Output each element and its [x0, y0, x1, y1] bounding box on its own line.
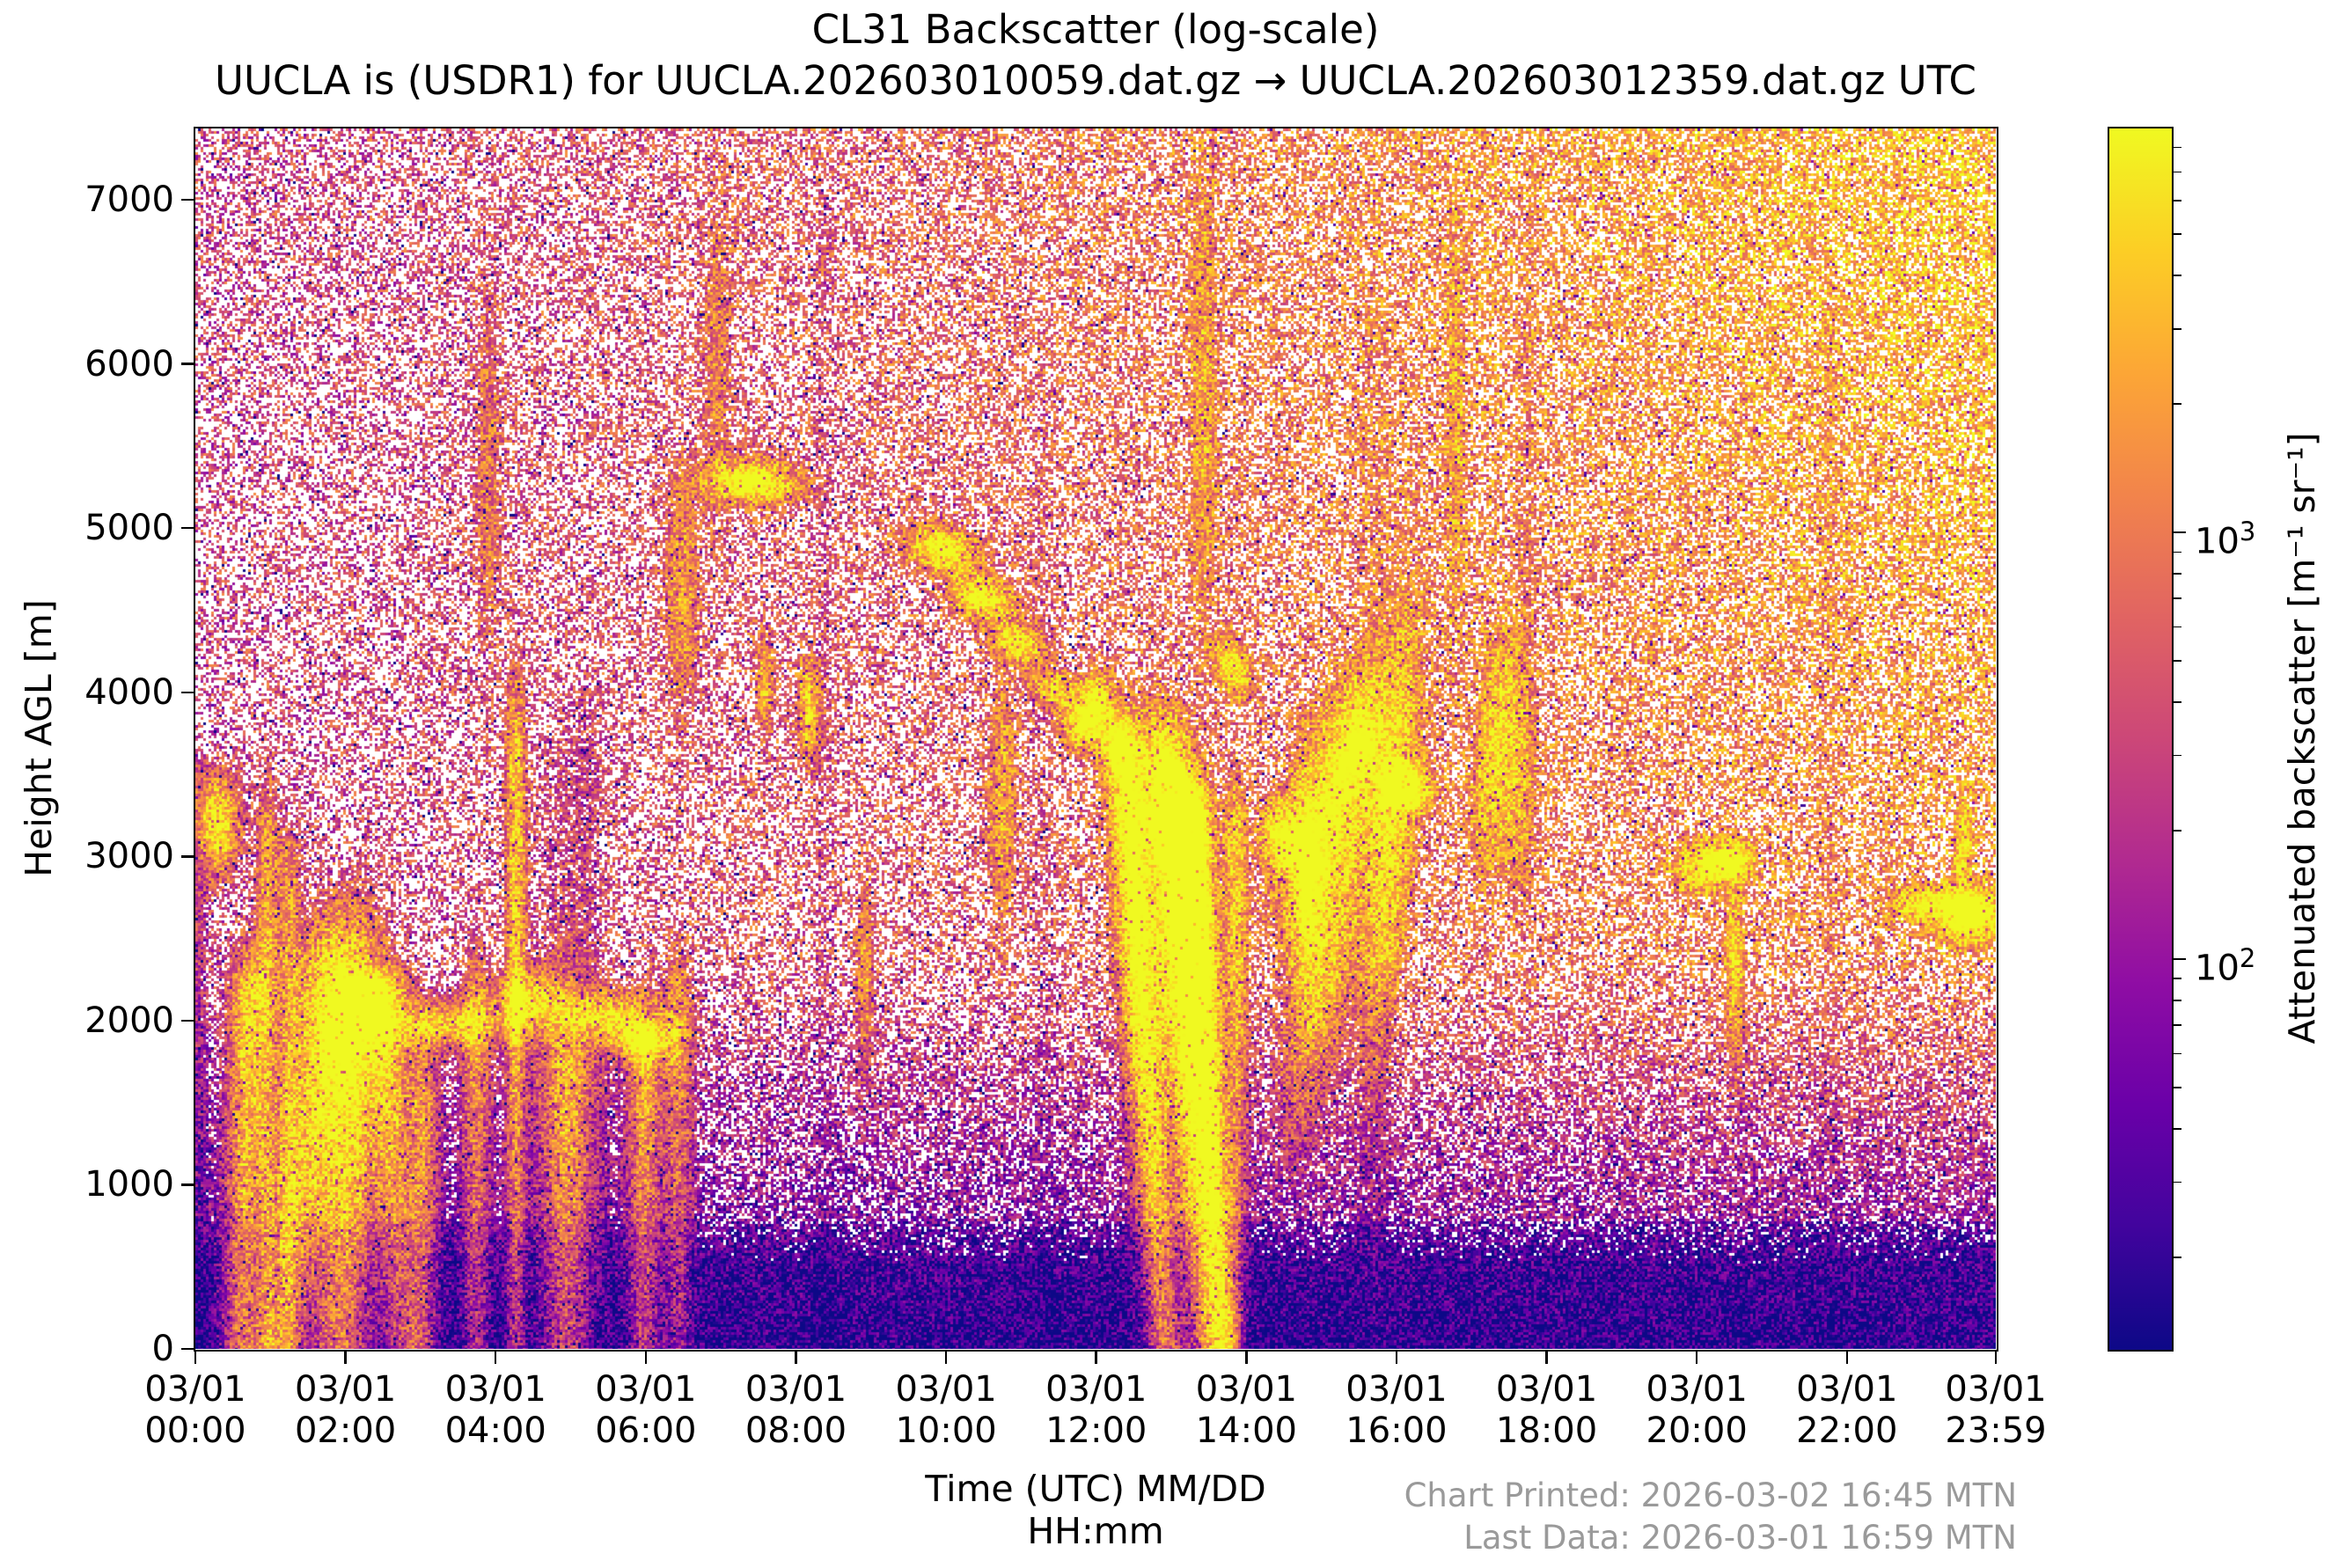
y-tick-mark: [180, 526, 194, 530]
chart-title: CL31 Backscatter (log-scale): [811, 6, 1380, 53]
x-tick-label: 03/01 20:00: [1646, 1369, 1748, 1451]
plot-area: [193, 126, 1998, 1352]
y-tick-label: 4000: [84, 671, 174, 713]
colorbar-minor-tick-mark: [2173, 1024, 2181, 1026]
colorbar-minor-tick-mark: [2173, 1257, 2181, 1258]
y-tick-label: 1000: [84, 1164, 174, 1205]
x-tick-mark: [494, 1351, 497, 1364]
colorbar-label: Attenuated backscatter [m⁻¹ sr⁻¹]: [2281, 432, 2323, 1044]
chart-subtitle: UUCLA is (USDR1) for UUCLA.202603010059.…: [215, 57, 1976, 104]
x-axis-label-line1: Time (UTC) MM/DD: [925, 1468, 1266, 1510]
colorbar-minor-tick-mark: [2173, 1052, 2181, 1055]
colorbar: [2107, 126, 2174, 1352]
colorbar-tick-label: 103: [2195, 517, 2256, 562]
x-tick-mark: [1245, 1351, 1248, 1364]
colorbar-minor-tick-mark: [2173, 597, 2181, 599]
y-tick-label: 7000: [84, 180, 174, 221]
y-tick-label: 3000: [84, 836, 174, 877]
y-tick-label: 5000: [84, 508, 174, 549]
x-tick-mark: [344, 1351, 347, 1364]
colorbar-minor-tick-mark: [2173, 754, 2181, 757]
colorbar-minor-tick-mark: [2173, 200, 2181, 201]
colorbar-minor-tick-mark: [2173, 1087, 2181, 1088]
x-tick-mark: [194, 1351, 197, 1364]
x-tick-mark: [644, 1351, 648, 1364]
y-tick-label: 0: [151, 1329, 174, 1369]
colorbar-minor-tick-mark: [2173, 978, 2181, 979]
y-tick-mark: [180, 363, 194, 365]
y-tick-label: 2000: [84, 1000, 174, 1041]
x-tick-mark: [944, 1351, 948, 1364]
colorbar-minor-tick-mark: [2173, 660, 2181, 662]
colorbar-minor-tick-mark: [2173, 551, 2181, 553]
colorbar-gradient: [2108, 128, 2172, 1350]
footer-printed-timestamp: Chart Printed: 2026-03-02 16:45 MTN: [1404, 1476, 2017, 1514]
colorbar-minor-tick-mark: [2173, 1000, 2181, 1001]
backscatter-heatmap-canvas: [194, 128, 1996, 1349]
x-tick-mark: [1395, 1351, 1398, 1364]
colorbar-minor-tick-mark: [2173, 146, 2181, 148]
x-tick-label: 03/01 12:00: [1045, 1369, 1148, 1451]
colorbar-minor-tick-mark: [2173, 403, 2181, 405]
colorbar-major-tick-mark: [2173, 957, 2186, 961]
y-tick-label: 6000: [84, 343, 174, 385]
colorbar-minor-tick-mark: [2173, 1181, 2181, 1183]
x-tick-label: 03/01 18:00: [1495, 1369, 1598, 1451]
x-tick-label: 03/01 00:00: [144, 1369, 246, 1451]
y-tick-mark: [180, 855, 194, 858]
y-tick-mark: [180, 691, 194, 694]
colorbar-minor-tick-mark: [2173, 830, 2181, 832]
x-tick-label: 03/01 06:00: [595, 1369, 697, 1451]
colorbar-minor-tick-mark: [2173, 701, 2181, 703]
x-tick-label: 03/01 02:00: [294, 1369, 397, 1451]
y-tick-mark: [180, 198, 194, 201]
x-tick-label: 03/01 22:00: [1796, 1369, 1898, 1451]
colorbar-minor-tick-mark: [2173, 233, 2181, 235]
colorbar-minor-tick-mark: [2173, 573, 2181, 575]
x-tick-mark: [1545, 1351, 1548, 1364]
x-axis-label-line2: HH:mm: [1027, 1510, 1164, 1552]
colorbar-minor-tick-mark: [2173, 328, 2181, 330]
x-tick-label: 03/01 16:00: [1345, 1369, 1448, 1451]
x-tick-label: 03/01 23:59: [1945, 1369, 2047, 1451]
colorbar-minor-tick-mark: [2173, 1128, 2181, 1130]
x-tick-mark: [1994, 1351, 1998, 1364]
colorbar-tick-label: 102: [2195, 943, 2256, 989]
x-tick-label: 03/01 08:00: [744, 1369, 847, 1451]
x-tick-label: 03/01 10:00: [895, 1369, 997, 1451]
colorbar-minor-tick-mark: [2173, 171, 2181, 173]
x-tick-label: 03/01 14:00: [1195, 1369, 1297, 1451]
y-tick-mark: [180, 1347, 194, 1351]
x-tick-mark: [1095, 1351, 1097, 1364]
colorbar-major-tick-mark: [2173, 531, 2186, 534]
footer-last-data-timestamp: Last Data: 2026-03-01 16:59 MTN: [1463, 1519, 2017, 1557]
colorbar-minor-tick-mark: [2173, 626, 2181, 628]
x-tick-mark: [1845, 1351, 1849, 1364]
y-tick-mark: [180, 1183, 194, 1186]
x-tick-mark: [795, 1351, 797, 1364]
x-tick-label: 03/01 04:00: [444, 1369, 546, 1451]
colorbar-minor-tick-mark: [2173, 275, 2181, 276]
y-tick-mark: [180, 1019, 194, 1022]
x-tick-mark: [1695, 1351, 1698, 1364]
